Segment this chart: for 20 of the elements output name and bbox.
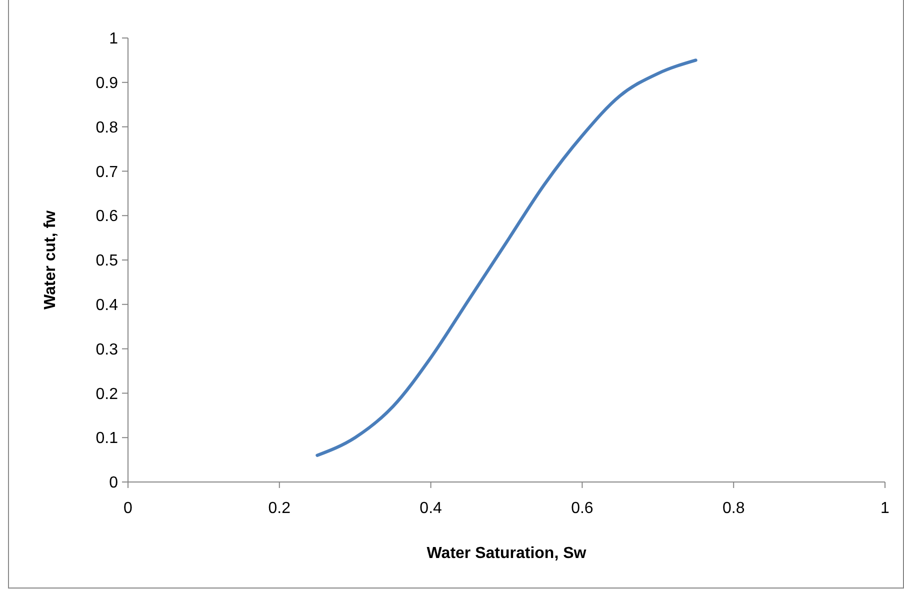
x-tick-label: 1 bbox=[880, 500, 890, 517]
y-tick-label: 0.7 bbox=[96, 164, 118, 181]
y-axis-title: Water cut, fw bbox=[42, 210, 59, 310]
x-tick-label: 0.6 bbox=[571, 500, 594, 517]
y-tick-label: 0.5 bbox=[96, 252, 118, 270]
x-tick-label: 0.2 bbox=[268, 500, 291, 517]
y-tick-label: 0.4 bbox=[96, 297, 118, 314]
y-tick-label: 0.3 bbox=[96, 341, 118, 358]
y-tick-label: 0.2 bbox=[96, 386, 118, 403]
x-tick-label: 0 bbox=[124, 500, 133, 517]
x-tick-label: 0.8 bbox=[722, 500, 745, 517]
y-tick-label: 0.8 bbox=[96, 119, 118, 136]
y-tick-label: 1 bbox=[109, 30, 118, 48]
y-tick-label: 0.1 bbox=[96, 430, 118, 448]
y-tick-label: 0.6 bbox=[96, 208, 118, 226]
x-axis-title: Water Saturation, Sw bbox=[426, 545, 587, 562]
line-series bbox=[316, 58, 698, 457]
y-tick-label: 0 bbox=[109, 474, 118, 492]
y-tick-label: 0.9 bbox=[96, 75, 118, 92]
x-tick-label: 0.4 bbox=[420, 500, 442, 517]
